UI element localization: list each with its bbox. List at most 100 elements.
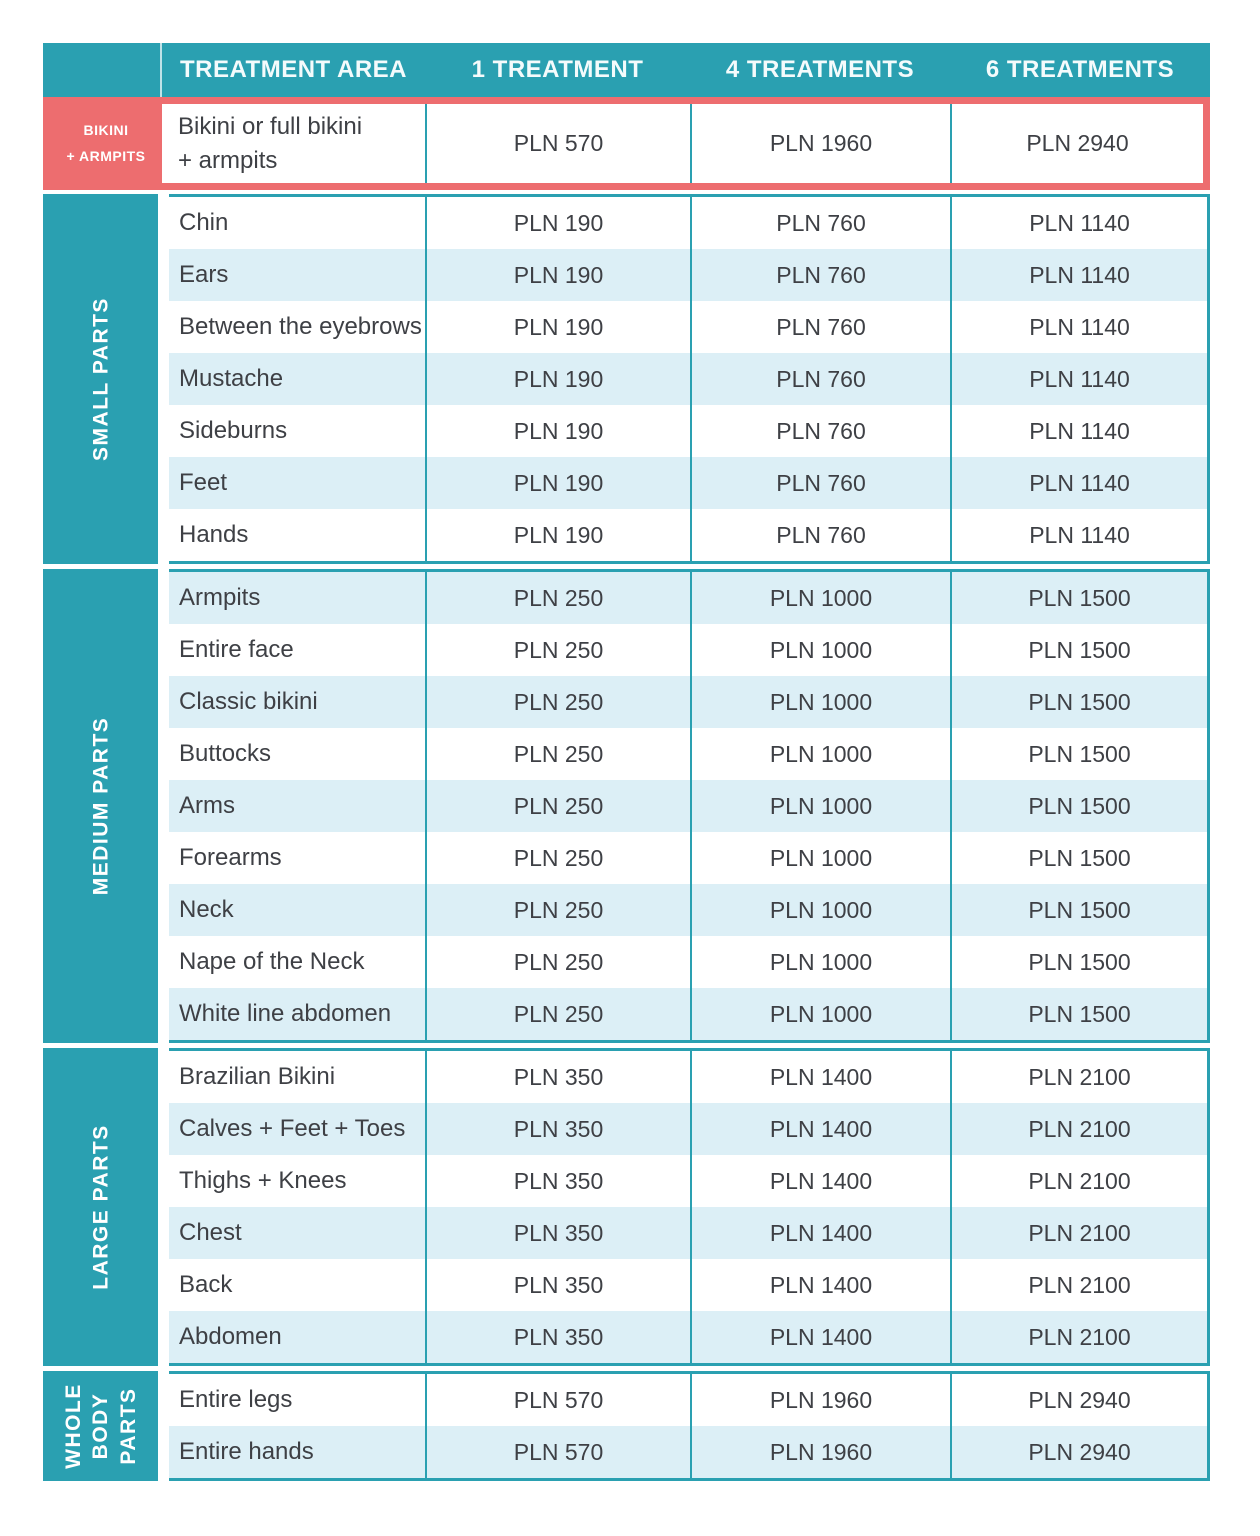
price-cell-6-treatments: PLN 1140 [950,405,1207,457]
header-cell-4-treatments: 4 TREATMENTS [725,56,915,83]
section-rows-large-parts: Brazilian Bikini PLN 350 PLN 1400 PLN 2100 C… [169,1048,1210,1366]
price-cell-4-treatments: PLN 1000 [690,676,950,728]
area-cell: Armpits [179,584,261,611]
table-row: Chest PLN 350 PLN 1400 PLN 2100 [169,1207,1207,1259]
price-cell-6-treatments: PLN 2940 [950,1426,1207,1478]
price-cell-4-treatments: PLN 1400 [690,1103,950,1155]
section-rows-whole-body-parts: Entire legs PLN 570 PLN 1960 PLN 2940 Entire… [169,1371,1210,1481]
section-medium-parts: MEDIUM PARTS Armpits PLN 250 PLN 1000 PLN 15… [43,569,1210,1043]
price-cell-1-treatment: PLN 190 [425,353,690,405]
section-rows-medium-parts: Armpits PLN 250 PLN 1000 PLN 1500 Entire fac… [169,569,1210,1043]
price-cell-6-treatments: PLN 2940 [950,1374,1207,1426]
table-row: Forearms PLN 250 PLN 1000 PLN 1500 [169,832,1207,884]
price-cell-6-treatments: PLN 1140 [950,457,1207,509]
table-row: Armpits PLN 250 PLN 1000 PLN 1500 [169,572,1207,624]
area-cell: Chest [179,1219,242,1246]
area-cell: Arms [179,792,235,819]
table-row: Nape of the Neck PLN 250 PLN 1000 PLN 1500 [169,936,1207,988]
price-cell-6-treatments: PLN 2100 [950,1311,1207,1363]
area-cell: Entire legs [179,1386,293,1413]
price-cell-6-treatments: PLN 1140 [950,353,1207,405]
price-cell-1-treatment: PLN 350 [425,1259,690,1311]
area-cell: Classic bikini [179,688,318,715]
section-whole-body-parts: WHOLE BODY PARTS Entire legs PLN 570 PLN 19… [43,1371,1210,1481]
table-row: Chin PLN 190 PLN 760 PLN 1140 [169,197,1207,249]
section-large-parts: LARGE PARTS Brazilian Bikini PLN 350 PLN 14… [43,1048,1210,1366]
area-cell: Back [179,1271,233,1298]
table-row: Feet PLN 190 PLN 760 PLN 1140 [169,457,1207,509]
price-cell-6-treatments: PLN 2100 [950,1207,1207,1259]
table-row: White line abdomen PLN 250 PLN 1000 PLN 150… [169,988,1207,1040]
table-row: Buttocks PLN 250 PLN 1000 PLN 1500 [169,728,1207,780]
price-cell-4-treatments: PLN 1960 [690,1426,950,1478]
price-cell-4-treatments: PLN 1400 [690,1051,950,1103]
area-cell: Between the eyebrows [179,313,422,340]
price-cell-4-treatments: PLN 1400 [690,1207,950,1259]
table-row: Back PLN 350 PLN 1400 PLN 2100 [169,1259,1207,1311]
table-row: Entire legs PLN 570 PLN 1960 PLN 2940 [169,1374,1207,1426]
section-sidebar-large-parts: LARGE PARTS [43,1048,158,1366]
price-cell-4-treatments: PLN 1000 [690,572,950,624]
featured-row-bikini-armpits: BIKINI + ARMPITS Bikini or full bikini +… [43,97,1210,190]
price-cell-1-treatment: PLN 250 [425,572,690,624]
section-label: SMALL PARTS [88,297,112,461]
price-cell-1-treatment: PLN 350 [425,1311,690,1363]
table-row: Brazilian Bikini PLN 350 PLN 1400 PLN 2100 [169,1051,1207,1103]
price-cell-4-treatments: PLN 760 [690,457,950,509]
area-cell: Entire hands [179,1438,314,1465]
area-cell: Ears [179,261,229,288]
price-cell-6-treatments: PLN 1500 [950,676,1207,728]
table-row: Thighs + Knees PLN 350 PLN 1400 PLN 2100 [169,1155,1207,1207]
price-cell-6-treatments: PLN 1140 [950,249,1207,301]
price-cell-6-treatments: PLN 1140 [950,509,1207,561]
price-cell-1-treatment: PLN 190 [425,509,690,561]
price-cell-1-treatment: PLN 350 [425,1155,690,1207]
price-cell-1-treatment: PLN 250 [425,780,690,832]
section-sidebar-whole-body-parts: WHOLE BODY PARTS [43,1371,158,1481]
table-row: Neck PLN 250 PLN 1000 PLN 1500 [169,884,1207,936]
featured-price-cell-6-treatments: PLN 2940 [950,104,1203,183]
table-row: Mustache PLN 190 PLN 760 PLN 1140 [169,353,1207,405]
area-cell: White line abdomen [179,1000,392,1027]
featured-side-label: BIKINI + ARMPITS [66,122,146,164]
section-rows-small-parts: Chin PLN 190 PLN 760 PLN 1140 Ears PLN 190 PLN… [169,194,1210,564]
header-corner-cell [43,43,162,97]
price-cell-1-treatment: PLN 350 [425,1051,690,1103]
price-cell-4-treatments: PLN 1000 [690,936,950,988]
price-cell-4-treatments: PLN 1000 [690,624,950,676]
table-row: Sideburns PLN 190 PLN 760 PLN 1140 [169,405,1207,457]
table-row: Entire hands PLN 570 PLN 1960 PLN 2940 [169,1426,1207,1478]
price-cell-4-treatments: PLN 1400 [690,1155,950,1207]
sections: SMALL PARTS Chin PLN 190 PLN 760 PLN 1140 Ear… [43,194,1210,1481]
header-cell-1-treatment: 1 TREATMENT [471,56,644,83]
price-cell-1-treatment: PLN 190 [425,197,690,249]
price-cell-1-treatment: PLN 190 [425,301,690,353]
price-cell-1-treatment: PLN 190 [425,405,690,457]
price-cell-1-treatment: PLN 250 [425,988,690,1040]
table-row: Abdomen PLN 350 PLN 1400 PLN 2100 [169,1311,1207,1363]
price-cell-1-treatment: PLN 250 [425,676,690,728]
price-cell-1-treatment: PLN 250 [425,884,690,936]
price-cell-6-treatments: PLN 2100 [950,1051,1207,1103]
price-cell-6-treatments: PLN 1500 [950,936,1207,988]
price-cell-6-treatments: PLN 1500 [950,572,1207,624]
price-cell-4-treatments: PLN 760 [690,301,950,353]
featured-price-cell-1-treatment: PLN 570 [425,104,690,183]
price-cell-4-treatments: PLN 1000 [690,780,950,832]
area-cell: Brazilian Bikini [179,1063,336,1090]
price-cell-6-treatments: PLN 1140 [950,197,1207,249]
price-cell-4-treatments: PLN 1960 [690,1374,950,1426]
price-cell-6-treatments: PLN 2100 [950,1155,1207,1207]
price-cell-6-treatments: PLN 1500 [950,988,1207,1040]
price-cell-1-treatment: PLN 570 [425,1374,690,1426]
header-cell-6-treatments: 6 TREATMENTS [985,56,1175,83]
price-cell-6-treatments: PLN 1500 [950,832,1207,884]
area-cell: Nape of the Neck [179,948,365,975]
price-cell-6-treatments: PLN 1140 [950,301,1207,353]
table-row: Classic bikini PLN 250 PLN 1000 PLN 1500 [169,676,1207,728]
price-cell-4-treatments: PLN 1400 [690,1259,950,1311]
price-cell-1-treatment: PLN 250 [425,832,690,884]
table-row: Calves + Feet + Toes PLN 350 PLN 1400 PLN 2… [169,1103,1207,1155]
section-sidebar-small-parts: SMALL PARTS [43,194,158,564]
area-cell: Chin [179,209,229,236]
